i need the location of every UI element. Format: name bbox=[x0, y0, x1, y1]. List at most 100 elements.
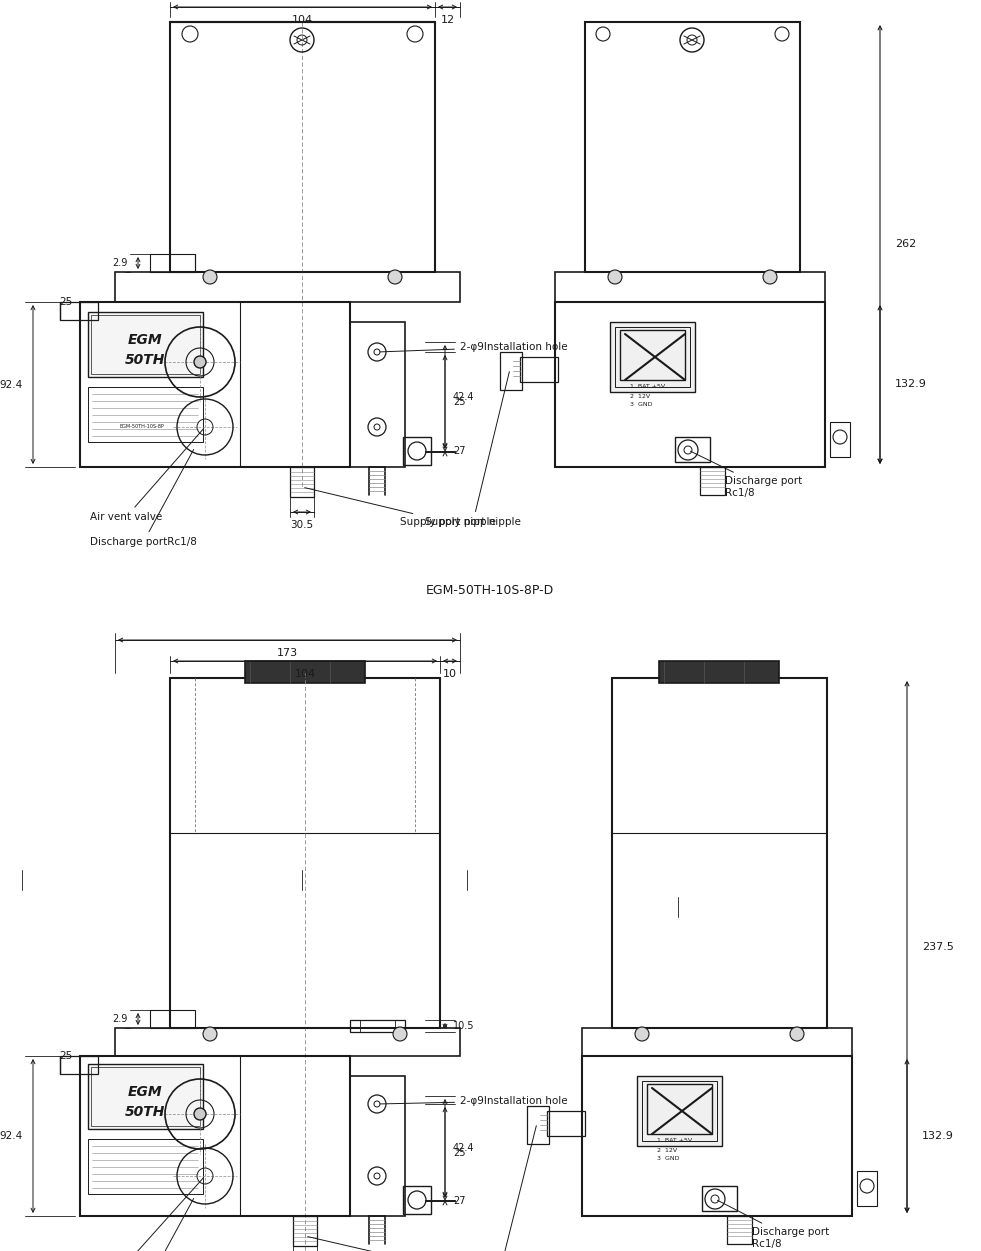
Bar bbox=[582, 1056, 852, 1216]
Bar bbox=[675, 437, 710, 462]
Bar bbox=[60, 1056, 98, 1075]
Bar bbox=[91, 315, 200, 374]
Text: 25: 25 bbox=[60, 1051, 73, 1061]
Text: Supply port nipple: Supply port nipple bbox=[452, 1126, 547, 1251]
Circle shape bbox=[203, 1027, 217, 1041]
Text: Supply port nipple: Supply port nipple bbox=[425, 372, 521, 527]
Bar bbox=[350, 1076, 405, 1216]
Text: 2  12V: 2 12V bbox=[630, 394, 650, 399]
Bar bbox=[642, 1081, 717, 1141]
Text: Air vent valve: Air vent valve bbox=[90, 1178, 203, 1251]
Text: 25: 25 bbox=[60, 296, 73, 306]
Circle shape bbox=[388, 270, 402, 284]
Text: 10.5: 10.5 bbox=[453, 1021, 475, 1031]
Text: 2.9: 2.9 bbox=[113, 258, 128, 268]
Text: 92.4: 92.4 bbox=[0, 379, 23, 389]
Circle shape bbox=[790, 1027, 804, 1041]
Text: Discharge portRc1/8: Discharge portRc1/8 bbox=[90, 449, 197, 547]
Text: 132.9: 132.9 bbox=[895, 379, 927, 389]
Text: 42.4: 42.4 bbox=[453, 1143, 475, 1153]
Bar bbox=[727, 1216, 752, 1243]
Text: Discharge port
Rc1/8: Discharge port Rc1/8 bbox=[717, 1200, 829, 1248]
Text: 3  GND: 3 GND bbox=[630, 403, 652, 408]
Text: 25: 25 bbox=[453, 1147, 466, 1157]
Text: 10: 10 bbox=[443, 669, 457, 679]
Text: 2-φ9Installation hole: 2-φ9Installation hole bbox=[380, 342, 568, 352]
Bar bbox=[60, 301, 98, 320]
Text: 25: 25 bbox=[453, 397, 466, 407]
Text: 173: 173 bbox=[277, 648, 298, 658]
Circle shape bbox=[203, 270, 217, 284]
Text: 2.9: 2.9 bbox=[113, 1015, 128, 1025]
Bar bbox=[245, 661, 365, 683]
Bar bbox=[403, 437, 431, 465]
Bar bbox=[555, 271, 825, 301]
Bar bbox=[500, 352, 522, 390]
Text: 237.5: 237.5 bbox=[922, 942, 954, 952]
Text: 12: 12 bbox=[440, 15, 454, 25]
Text: 2  12V: 2 12V bbox=[657, 1147, 677, 1152]
Bar bbox=[350, 1020, 405, 1032]
Text: Air vent valve: Air vent valve bbox=[90, 429, 203, 522]
Bar bbox=[620, 330, 685, 380]
Bar bbox=[615, 327, 690, 387]
Text: 50TH: 50TH bbox=[125, 353, 165, 367]
Bar bbox=[647, 1085, 712, 1133]
Text: EGM-50TH-10S-8P-D: EGM-50TH-10S-8P-D bbox=[426, 583, 554, 597]
Bar bbox=[350, 322, 405, 467]
Circle shape bbox=[608, 270, 622, 284]
Bar bbox=[555, 301, 825, 467]
Text: Discharge portRc1/8: Discharge portRc1/8 bbox=[90, 1198, 197, 1251]
Text: 3  GND: 3 GND bbox=[657, 1156, 680, 1161]
Text: 1  BAT +5V: 1 BAT +5V bbox=[630, 384, 665, 389]
Bar bbox=[88, 387, 203, 442]
Bar bbox=[150, 1010, 195, 1028]
Bar bbox=[610, 322, 695, 392]
Bar bbox=[857, 1171, 877, 1206]
Text: Discharge port
Rc1/8: Discharge port Rc1/8 bbox=[691, 452, 802, 498]
Bar bbox=[115, 271, 460, 301]
Text: 2-φ9Installation hole: 2-φ9Installation hole bbox=[380, 1096, 568, 1106]
Bar bbox=[585, 23, 800, 271]
Circle shape bbox=[194, 357, 206, 368]
Circle shape bbox=[763, 270, 777, 284]
Bar bbox=[150, 254, 195, 271]
Text: 27: 27 bbox=[453, 1196, 466, 1206]
Text: Supply port nipple: Supply port nipple bbox=[305, 488, 495, 527]
Text: EGM: EGM bbox=[128, 1085, 162, 1098]
Circle shape bbox=[393, 1027, 407, 1041]
Bar bbox=[88, 1138, 203, 1193]
Bar bbox=[700, 467, 725, 495]
Bar bbox=[115, 1028, 460, 1056]
Text: Supply port nipple: Supply port nipple bbox=[308, 1237, 495, 1251]
Text: 1  BAT +5V: 1 BAT +5V bbox=[657, 1138, 693, 1143]
Bar bbox=[88, 311, 203, 377]
Bar bbox=[520, 357, 558, 382]
Bar bbox=[88, 1065, 203, 1128]
Text: EGM: EGM bbox=[128, 333, 162, 347]
Bar bbox=[290, 467, 314, 497]
Bar bbox=[80, 1056, 350, 1216]
Text: EGM-50TH-10S-8P: EGM-50TH-10S-8P bbox=[120, 424, 165, 429]
Bar bbox=[91, 1067, 200, 1126]
Text: 132.9: 132.9 bbox=[922, 1131, 954, 1141]
Bar bbox=[659, 661, 779, 683]
Bar bbox=[582, 1028, 852, 1056]
Text: 262: 262 bbox=[895, 239, 916, 249]
Bar bbox=[830, 422, 850, 457]
Circle shape bbox=[194, 1108, 206, 1120]
Bar bbox=[612, 678, 827, 1028]
Text: 104: 104 bbox=[292, 15, 313, 25]
Text: 104: 104 bbox=[294, 669, 316, 679]
Text: 42.4: 42.4 bbox=[453, 392, 475, 402]
Bar bbox=[637, 1076, 722, 1146]
Bar bbox=[527, 1106, 549, 1143]
Bar bbox=[80, 301, 350, 467]
Bar bbox=[170, 678, 440, 1028]
Text: 92.4: 92.4 bbox=[0, 1131, 23, 1141]
Bar bbox=[702, 1186, 737, 1211]
Text: 30.5: 30.5 bbox=[290, 520, 314, 530]
Bar bbox=[293, 1216, 317, 1246]
Circle shape bbox=[635, 1027, 649, 1041]
Bar bbox=[547, 1111, 585, 1136]
